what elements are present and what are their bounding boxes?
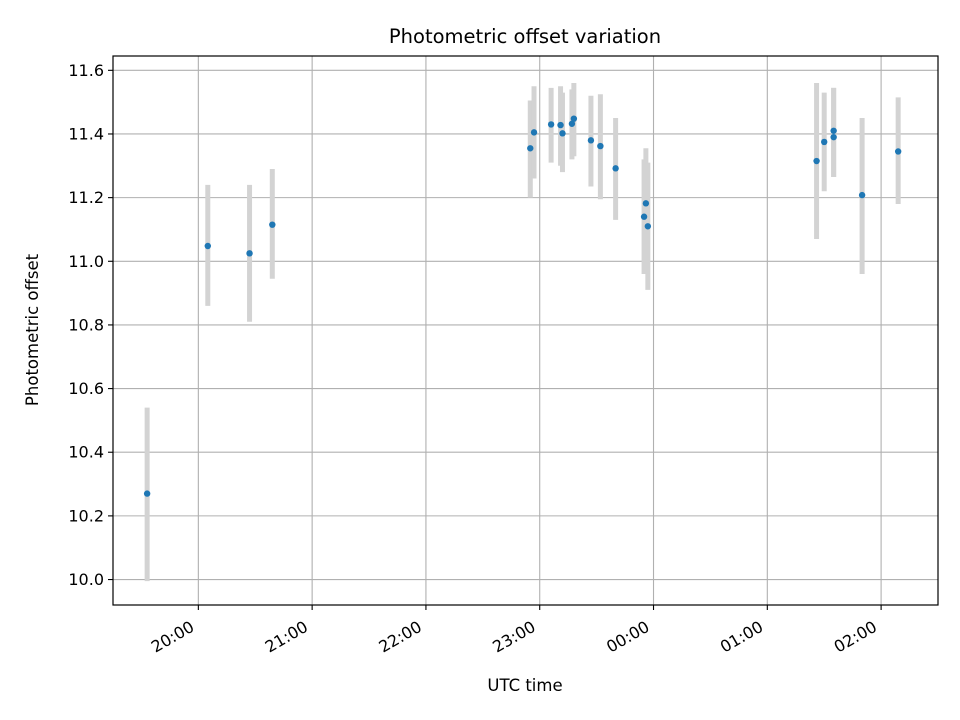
data-point	[894, 148, 902, 155]
y-tick-label: 10.8	[68, 315, 104, 334]
chart-title: Photometric offset variation	[389, 25, 661, 48]
y-tick-label: 11.6	[68, 61, 104, 80]
data-points	[143, 115, 902, 497]
plot-frame	[112, 55, 939, 606]
data-point	[612, 165, 619, 172]
y-tick-label: 11.0	[68, 252, 104, 271]
grid-lines	[113, 56, 938, 605]
y-axis-label: Photometric offset	[23, 253, 42, 406]
data-point	[246, 250, 253, 257]
data-point	[587, 137, 595, 144]
data-point	[644, 223, 652, 230]
x-axis-label: UTC time	[487, 676, 562, 695]
data-point	[597, 142, 604, 150]
y-tick-label: 10.2	[68, 506, 104, 525]
data-point	[530, 129, 538, 136]
y-tick-label: 11.4	[68, 124, 104, 143]
data-point	[858, 191, 866, 199]
data-point	[527, 145, 534, 152]
data-point	[821, 138, 828, 146]
y-tick-label: 10.0	[68, 570, 104, 589]
data-point	[559, 130, 566, 137]
y-tick-label: 10.4	[68, 443, 104, 462]
data-point	[204, 242, 211, 250]
data-point	[547, 121, 555, 128]
data-point	[813, 157, 820, 165]
y-tick-label: 11.2	[68, 188, 104, 207]
data-point	[830, 133, 837, 141]
data-point	[269, 221, 276, 228]
y-tick-label: 10.6	[68, 379, 104, 398]
data-point	[568, 120, 576, 127]
y-axis-ticks: 10.0 10.2 10.4 10.6 10.8 11.0 11.2 11.4 11.6	[68, 61, 113, 589]
data-point	[143, 490, 151, 497]
data-point	[640, 213, 648, 220]
data-point	[830, 127, 837, 134]
data-point	[570, 115, 578, 122]
data-point	[557, 121, 564, 129]
data-point	[642, 200, 650, 207]
